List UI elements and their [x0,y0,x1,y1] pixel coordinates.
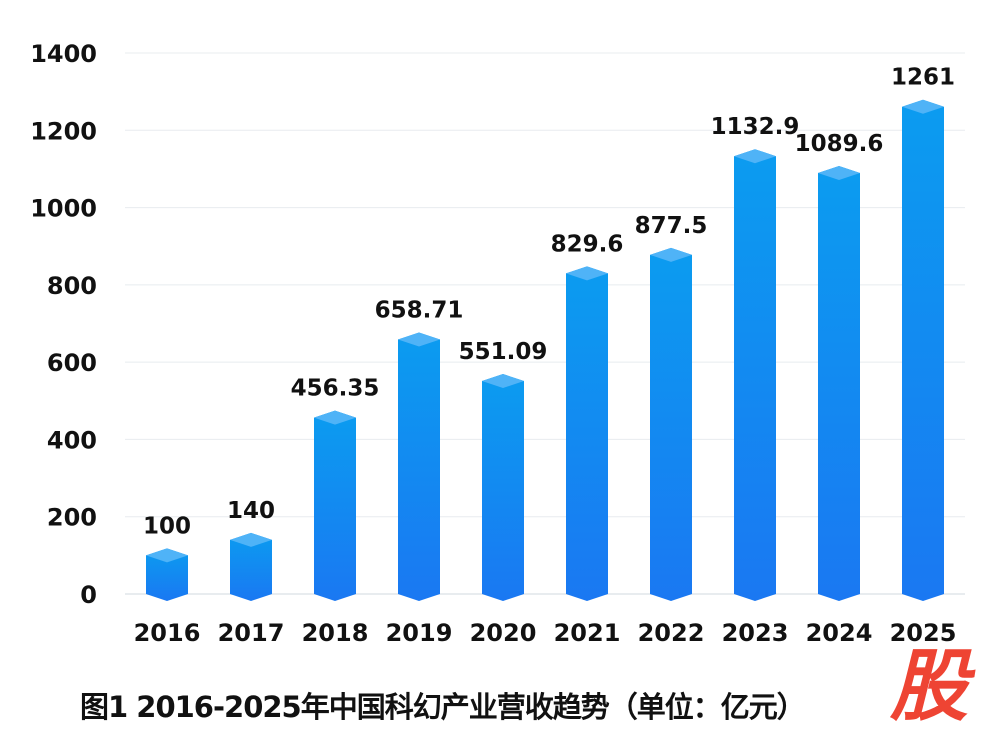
bar [650,247,692,601]
x-tick-label: 2025 [890,619,957,647]
bar-cap [650,247,692,262]
data-label: 551.09 [459,339,548,365]
x-tick-label: 2020 [470,619,537,647]
bar-cap [902,99,944,114]
bar-cap [146,548,188,563]
bar [314,410,356,601]
x-tick-label: 2022 [638,619,705,647]
bar [398,332,440,601]
data-label: 1261 [891,65,955,91]
data-label: 877.5 [635,213,708,239]
bar-cap [398,332,440,347]
bar-cap [230,532,272,547]
bar [902,99,944,602]
x-tick-label: 2018 [302,619,369,647]
chart-caption: 图1 2016-2025年中国科幻产业营收趋势（单位：亿元） [80,690,806,724]
x-tick-label: 2021 [554,619,621,647]
data-label: 829.6 [551,231,624,257]
x-tick-label: 2017 [218,619,285,647]
bar [818,165,860,601]
data-label: 658.71 [375,297,464,323]
bar-cap [818,165,860,180]
bar-cap [314,410,356,425]
x-tick-label: 2024 [806,619,873,647]
bar-cap [566,266,608,281]
y-tick-label: 0 [80,581,97,609]
bar-cap [734,149,776,164]
y-tick-label: 1400 [30,40,97,68]
bar [734,149,776,601]
data-label: 1132.9 [711,114,800,140]
bar [482,374,524,601]
bar [230,532,272,601]
y-tick-label: 800 [47,272,97,300]
data-label: 456.35 [291,376,380,402]
x-tick-label: 2019 [386,619,453,647]
watermark-logo: 股 [890,642,969,732]
y-tick-label: 1200 [30,117,97,145]
x-tick-label: 2023 [722,619,789,647]
x-tick-label: 2016 [134,619,201,647]
y-tick-label: 600 [47,349,97,377]
data-label: 100 [143,513,191,539]
y-tick-label: 1000 [30,195,97,223]
bar-cap [482,374,524,389]
data-label: 140 [227,498,275,524]
bar-chart: 0 200 400 600 800 1000 1200 1400 100 2016 140 2017 4… [30,40,965,647]
bar [566,266,608,601]
bar [146,548,188,601]
data-label: 1089.6 [795,131,884,157]
y-tick-label: 400 [47,426,97,454]
y-tick-label: 200 [47,504,97,532]
